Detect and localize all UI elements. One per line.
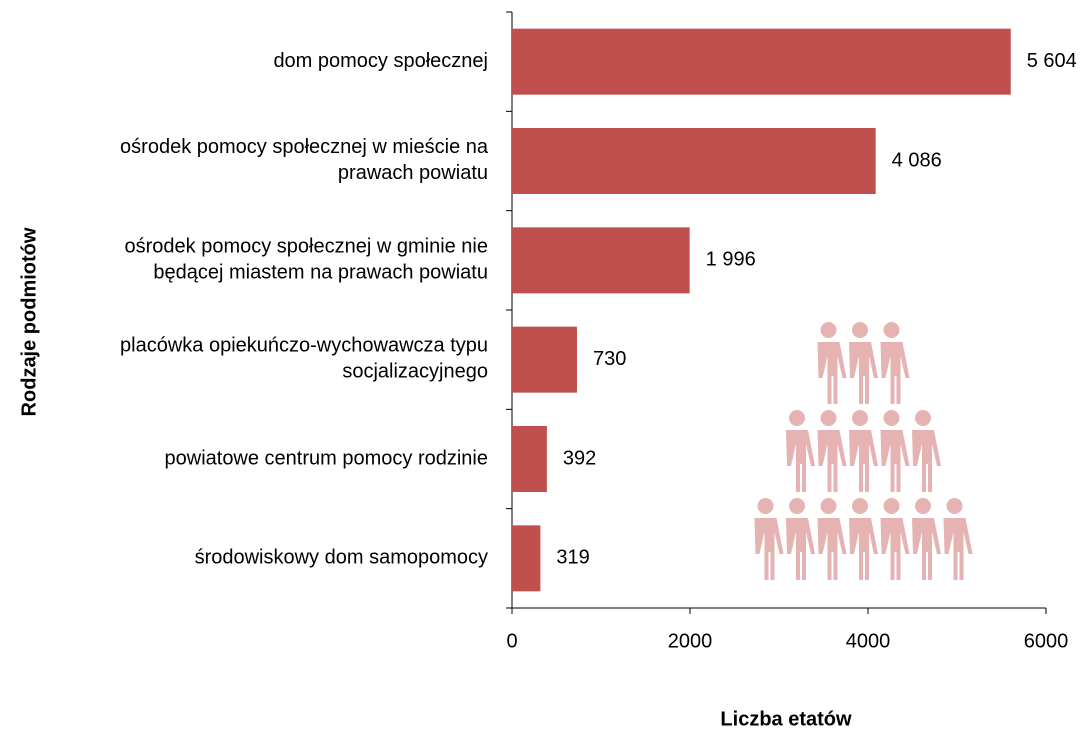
person-body (849, 430, 878, 492)
person-body (817, 518, 847, 580)
person-body (880, 430, 910, 492)
x-axis-title: Liczba etatów (720, 708, 852, 730)
person-head (789, 498, 805, 514)
person-body (786, 518, 815, 580)
person-body (880, 342, 910, 404)
value-label: 730 (593, 348, 626, 370)
person-head (757, 498, 774, 514)
person-head (946, 498, 963, 514)
person-head (820, 410, 837, 426)
y-tick-label: ośrodek pomocy społecznej w gminie nie bę… (124, 236, 488, 284)
person-body (912, 518, 941, 580)
person-body (880, 518, 910, 580)
person-body (786, 430, 815, 492)
bar (512, 525, 541, 592)
y-tick-label: placówka opiekuńczo-wychowawcza typu socj… (120, 335, 488, 383)
value-label: 5 604 (1027, 50, 1077, 72)
person-head (915, 498, 931, 514)
person-body (754, 518, 784, 580)
person-body (912, 430, 941, 492)
value-label: 1 996 (706, 249, 756, 271)
value-label: 319 (556, 547, 589, 569)
bar (512, 128, 876, 194)
person-body (849, 518, 878, 580)
person-body (817, 342, 847, 404)
person-head (820, 322, 837, 338)
people-illustration (754, 322, 973, 580)
person-head (820, 498, 837, 514)
person-head (789, 410, 805, 426)
person-body (943, 518, 973, 580)
y-tick-label: powiatowe centrum pomocy rodzinie (165, 447, 489, 469)
bar (512, 28, 1011, 95)
bar (512, 326, 577, 393)
person-head (883, 322, 900, 338)
person-head (852, 322, 868, 338)
x-tick-label: 4000 (846, 630, 891, 652)
x-tick-label: 0 (506, 630, 517, 652)
x-tick-label: 2000 (668, 630, 713, 652)
person-head (852, 498, 868, 514)
person-head (883, 498, 900, 514)
y-axis-title: Rodzaje podmiotów (18, 227, 40, 416)
person-body (817, 430, 847, 492)
y-tick-label: dom pomocy społecznej (273, 50, 488, 72)
person-head (852, 410, 868, 426)
person-head (883, 410, 900, 426)
person-body (849, 342, 878, 404)
bar (512, 426, 547, 492)
value-label: 4 086 (892, 149, 942, 171)
value-label: 392 (563, 447, 596, 469)
person-head (915, 410, 931, 426)
y-tick-label: ośrodek pomocy społecznej w mieście na pr… (120, 136, 489, 184)
bar (512, 227, 690, 294)
x-tick-label: 6000 (1024, 630, 1069, 652)
y-tick-label: środowiskowy dom samopomocy (195, 547, 488, 569)
